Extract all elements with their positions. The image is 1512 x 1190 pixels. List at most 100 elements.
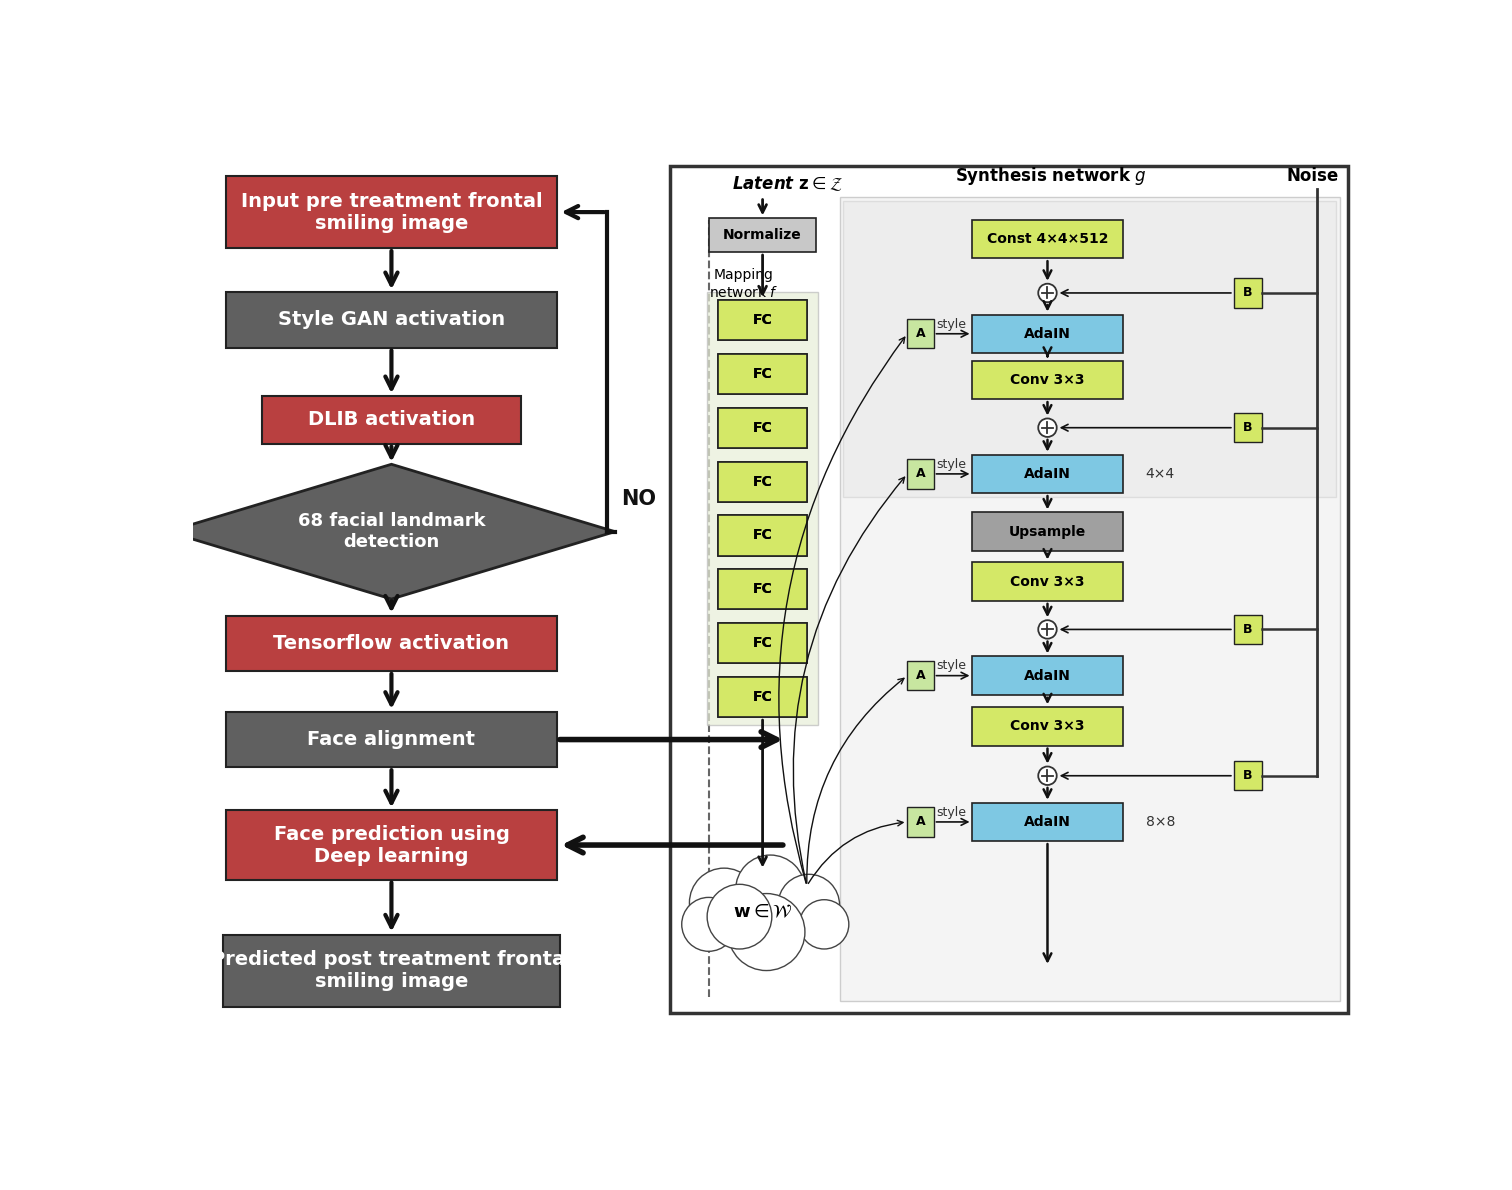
FancyBboxPatch shape <box>225 615 556 671</box>
FancyBboxPatch shape <box>972 455 1122 493</box>
Text: B: B <box>1243 769 1252 782</box>
Circle shape <box>1039 419 1057 437</box>
Text: FC: FC <box>753 421 773 434</box>
FancyBboxPatch shape <box>222 934 561 1007</box>
FancyBboxPatch shape <box>718 624 807 663</box>
Text: AdaIN: AdaIN <box>1024 466 1070 481</box>
Text: 8×8: 8×8 <box>1146 815 1175 829</box>
Text: Conv 3×3: Conv 3×3 <box>1010 575 1084 589</box>
Text: Conv 3×3: Conv 3×3 <box>1010 372 1084 387</box>
Text: style: style <box>936 659 966 672</box>
Text: FC: FC <box>753 690 773 704</box>
Text: Latent $\mathbf{z} \in \mathcal{Z}$: Latent $\mathbf{z} \in \mathcal{Z}$ <box>732 174 842 193</box>
Text: A: A <box>916 669 925 682</box>
FancyBboxPatch shape <box>718 515 807 556</box>
FancyBboxPatch shape <box>972 361 1122 399</box>
FancyBboxPatch shape <box>1234 413 1261 443</box>
Text: FC: FC <box>753 582 773 596</box>
Text: Face prediction using
Deep learning: Face prediction using Deep learning <box>274 825 510 865</box>
FancyBboxPatch shape <box>1234 615 1261 644</box>
FancyBboxPatch shape <box>670 165 1347 1013</box>
Text: Synthesis network $g$: Synthesis network $g$ <box>956 165 1146 187</box>
FancyBboxPatch shape <box>718 462 807 502</box>
Text: B: B <box>1243 287 1252 300</box>
FancyBboxPatch shape <box>839 196 1340 1001</box>
Text: Input pre treatment frontal
smiling image: Input pre treatment frontal smiling imag… <box>240 192 543 232</box>
FancyBboxPatch shape <box>972 803 1122 841</box>
Text: FC: FC <box>753 313 773 327</box>
Circle shape <box>682 897 736 951</box>
FancyBboxPatch shape <box>907 319 933 349</box>
Text: Style GAN activation: Style GAN activation <box>278 311 505 330</box>
Text: AdaIN: AdaIN <box>1024 815 1070 829</box>
Text: A: A <box>916 327 925 340</box>
Text: FC: FC <box>753 582 773 596</box>
Circle shape <box>800 900 848 948</box>
FancyBboxPatch shape <box>225 810 556 879</box>
FancyBboxPatch shape <box>1234 278 1261 307</box>
FancyBboxPatch shape <box>718 569 807 609</box>
FancyBboxPatch shape <box>972 314 1122 353</box>
Polygon shape <box>168 464 615 599</box>
Text: Const 4×4×512: Const 4×4×512 <box>987 232 1108 246</box>
Circle shape <box>689 869 759 938</box>
FancyBboxPatch shape <box>225 712 556 768</box>
Text: style: style <box>936 318 966 331</box>
FancyBboxPatch shape <box>907 459 933 489</box>
Text: FC: FC <box>753 475 773 489</box>
FancyBboxPatch shape <box>718 353 807 394</box>
Text: Tensorflow activation: Tensorflow activation <box>274 634 510 653</box>
Text: Normalize: Normalize <box>723 228 801 243</box>
FancyBboxPatch shape <box>718 624 807 663</box>
FancyBboxPatch shape <box>972 657 1122 695</box>
Text: FC: FC <box>753 528 773 543</box>
Text: style: style <box>936 458 966 471</box>
Text: B: B <box>1243 622 1252 635</box>
FancyBboxPatch shape <box>225 176 556 249</box>
FancyBboxPatch shape <box>718 462 807 502</box>
Text: FC: FC <box>753 475 773 489</box>
FancyBboxPatch shape <box>907 660 933 690</box>
FancyBboxPatch shape <box>718 569 807 609</box>
Text: B: B <box>1243 421 1252 434</box>
Text: AdaIN: AdaIN <box>1024 669 1070 683</box>
Text: A: A <box>916 468 925 481</box>
Text: FC: FC <box>753 637 773 650</box>
Text: Face alignment: Face alignment <box>307 729 475 749</box>
FancyBboxPatch shape <box>718 353 807 394</box>
FancyBboxPatch shape <box>972 220 1122 258</box>
Text: style: style <box>936 806 966 819</box>
Text: NO: NO <box>621 489 656 508</box>
Text: FC: FC <box>753 421 773 434</box>
Text: FC: FC <box>753 637 773 650</box>
FancyBboxPatch shape <box>972 707 1122 746</box>
Text: DLIB activation: DLIB activation <box>308 411 475 430</box>
Circle shape <box>708 884 771 948</box>
FancyBboxPatch shape <box>718 677 807 718</box>
Circle shape <box>1039 283 1057 302</box>
Text: FC: FC <box>753 313 773 327</box>
Text: Conv 3×3: Conv 3×3 <box>1010 720 1084 733</box>
FancyBboxPatch shape <box>262 396 520 444</box>
Text: Mapping
network $f$: Mapping network $f$ <box>709 269 779 300</box>
Text: 4×4: 4×4 <box>1146 466 1175 481</box>
Text: AdaIN: AdaIN <box>1024 327 1070 340</box>
FancyBboxPatch shape <box>844 201 1337 497</box>
FancyBboxPatch shape <box>225 293 556 347</box>
Text: FC: FC <box>753 367 773 381</box>
Circle shape <box>736 856 804 925</box>
FancyBboxPatch shape <box>718 515 807 556</box>
Text: FC: FC <box>753 528 773 543</box>
FancyBboxPatch shape <box>907 807 933 837</box>
FancyBboxPatch shape <box>706 293 818 725</box>
Circle shape <box>727 894 804 971</box>
Text: FC: FC <box>753 367 773 381</box>
FancyBboxPatch shape <box>1234 762 1261 790</box>
FancyBboxPatch shape <box>709 218 816 252</box>
Text: 68 facial landmark
detection: 68 facial landmark detection <box>298 512 485 551</box>
Circle shape <box>1039 766 1057 785</box>
FancyBboxPatch shape <box>718 677 807 718</box>
FancyBboxPatch shape <box>718 408 807 447</box>
Text: A: A <box>916 815 925 828</box>
FancyBboxPatch shape <box>972 563 1122 601</box>
